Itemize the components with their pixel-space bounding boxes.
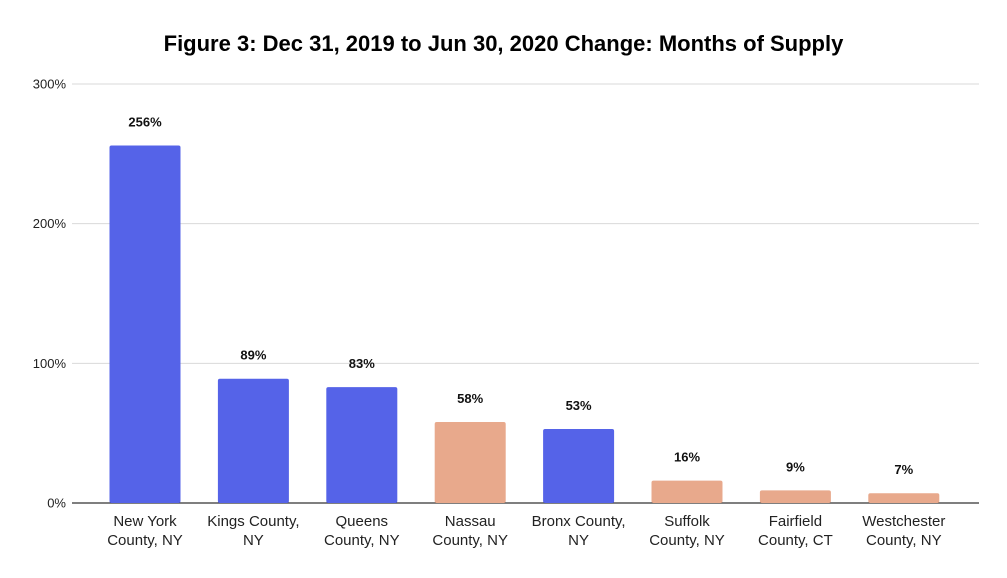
data-label: 16% bbox=[674, 450, 700, 465]
x-category-label: Kings County, NY bbox=[207, 513, 299, 549]
bar bbox=[217, 378, 289, 503]
y-tick-label: 0% bbox=[47, 496, 66, 511]
chart-title: Figure 3: Dec 31, 2019 to Jun 30, 2020 C… bbox=[164, 31, 844, 56]
x-category-label: Fairfield County, CT bbox=[758, 513, 833, 549]
x-category-label-line: Nassau bbox=[445, 513, 496, 530]
data-label: 256% bbox=[128, 114, 162, 129]
x-category-label-line: Bronx County, bbox=[532, 513, 626, 530]
bars bbox=[109, 145, 940, 503]
x-category-label-line: Queens bbox=[336, 513, 389, 530]
y-tick-label: 300% bbox=[33, 77, 67, 92]
x-category-label: Westchester County, NY bbox=[862, 513, 945, 549]
gridlines bbox=[72, 83, 979, 504]
data-label: 7% bbox=[894, 462, 913, 477]
bar bbox=[326, 387, 398, 503]
x-category-label-line: County, NY bbox=[432, 532, 508, 549]
x-category-label: Bronx County, NY bbox=[532, 513, 626, 549]
bar bbox=[868, 493, 940, 503]
x-category-label-line: New York bbox=[113, 513, 177, 530]
x-category-label-line: NY bbox=[243, 532, 264, 549]
x-axis-categories: New York County, NY Kings County, NY Queens C… bbox=[107, 513, 945, 549]
data-label: 83% bbox=[349, 356, 375, 371]
data-label: 58% bbox=[457, 391, 483, 406]
x-category-label: New York County, NY bbox=[107, 513, 183, 549]
x-category-label-line: County, NY bbox=[649, 532, 725, 549]
x-category-label-line: Suffolk bbox=[664, 513, 710, 530]
bar bbox=[543, 428, 615, 503]
x-category-label-line: Westchester bbox=[862, 513, 945, 530]
y-tick-label: 200% bbox=[33, 216, 67, 231]
x-category-label-line: County, NY bbox=[866, 532, 942, 549]
x-category-label-line: County, CT bbox=[758, 532, 833, 549]
bar bbox=[651, 480, 723, 503]
y-axis-ticks: 0% 100% 200% 300% bbox=[33, 77, 67, 511]
x-category-label-line: Fairfield bbox=[769, 513, 822, 530]
x-category-label-line: NY bbox=[568, 532, 589, 549]
data-label: 9% bbox=[786, 459, 805, 474]
x-category-label-line: County, NY bbox=[107, 532, 183, 549]
x-category-label: Queens County, NY bbox=[324, 513, 400, 549]
x-category-label: Suffolk County, NY bbox=[649, 513, 725, 549]
data-labels: 256% 89% 83% 58% 53% 16% 9% 7% bbox=[128, 114, 913, 477]
bar bbox=[759, 490, 831, 503]
y-tick-label: 100% bbox=[33, 356, 67, 371]
data-label: 89% bbox=[240, 348, 266, 363]
bar bbox=[109, 145, 181, 503]
data-label: 53% bbox=[566, 398, 592, 413]
x-category-label-line: County, NY bbox=[324, 532, 400, 549]
x-category-label: Nassau County, NY bbox=[432, 513, 508, 549]
bar bbox=[434, 421, 506, 503]
x-category-label-line: Kings County, bbox=[207, 513, 299, 530]
